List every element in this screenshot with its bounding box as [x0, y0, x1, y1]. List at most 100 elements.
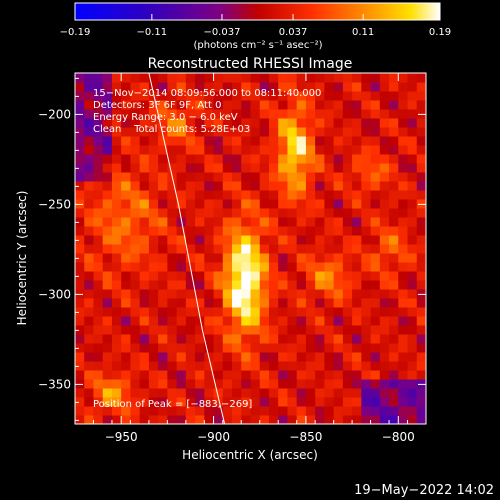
- heatmap-cell: [139, 154, 150, 164]
- heatmap-cell: [407, 154, 418, 164]
- heatmap-cell: [167, 109, 178, 119]
- heatmap-cell: [296, 181, 307, 191]
- heatmap-cell: [333, 181, 344, 191]
- heatmap-cell: [250, 109, 261, 119]
- solar-limb-curve: [148, 73, 226, 424]
- heatmap-cell: [222, 118, 233, 128]
- heatmap-cell: [176, 289, 187, 299]
- heatmap-cell: [176, 343, 187, 353]
- heatmap-cell: [305, 208, 316, 218]
- heatmap-cell: [287, 352, 298, 362]
- heatmap-cell: [278, 190, 288, 200]
- heatmap-cell: [416, 154, 426, 164]
- heatmap-cell: [278, 145, 288, 155]
- heatmap-cell: [287, 325, 298, 335]
- heatmap-cell: [407, 244, 418, 254]
- heatmap-cell: [287, 334, 298, 344]
- heatmap-cell: [250, 379, 261, 389]
- heatmap-cell: [324, 289, 335, 299]
- heatmap-cell: [93, 343, 104, 353]
- heatmap-cell: [361, 190, 372, 200]
- heatmap-cell: [278, 199, 288, 209]
- heatmap-cell: [379, 100, 390, 110]
- heatmap-cell: [93, 379, 104, 389]
- heatmap-cell: [111, 172, 122, 182]
- heatmap-cell: [287, 280, 298, 290]
- heatmap-cell: [204, 235, 215, 245]
- heatmap-cell: [232, 145, 242, 155]
- heatmap-cell: [121, 397, 131, 407]
- heatmap-cell: [111, 397, 122, 407]
- heatmap-cell: [342, 208, 353, 218]
- heatmap-cell: [176, 73, 187, 83]
- heatmap-cell: [167, 100, 178, 110]
- heatmap-cell: [195, 235, 205, 245]
- heatmap-cell: [278, 352, 288, 362]
- heatmap-cell: [241, 397, 251, 407]
- heatmap-cell: [296, 199, 307, 209]
- heatmap-cell: [259, 226, 270, 236]
- heatmap-cell: [389, 361, 399, 371]
- heatmap-cell: [195, 415, 205, 424]
- heatmap-cell: [102, 163, 113, 173]
- heatmap-cell: [185, 208, 196, 218]
- heatmap-cell: [305, 280, 316, 290]
- heatmap-cell: [130, 280, 141, 290]
- heatmap-cell: [185, 136, 196, 146]
- heatmap-cell: [111, 289, 122, 299]
- heatmap-cell: [158, 316, 168, 326]
- heatmap-cell: [204, 91, 215, 101]
- heatmap-cell: [176, 334, 187, 344]
- heatmap-cell: [195, 253, 205, 263]
- heatmap-cell: [416, 253, 426, 263]
- heatmap-cell: [333, 235, 344, 245]
- heatmap-cell: [93, 262, 104, 272]
- heatmap-cell: [370, 109, 381, 119]
- heatmap-cell: [102, 298, 113, 308]
- heatmap-cell: [268, 91, 279, 101]
- heatmap-cell: [379, 154, 390, 164]
- heatmap-cell: [416, 307, 426, 317]
- heatmap-cell: [111, 217, 122, 227]
- heatmap-cell: [121, 307, 131, 317]
- heatmap-cell: [102, 118, 113, 128]
- heatmap-cell: [241, 154, 251, 164]
- heatmap-cell: [111, 199, 122, 209]
- heatmap-cell: [361, 217, 372, 227]
- heatmap-cell: [250, 280, 261, 290]
- heatmap-cell: [278, 253, 288, 263]
- heatmap-cell: [167, 289, 178, 299]
- heatmap-cell: [121, 334, 131, 344]
- heatmap-cell: [102, 316, 113, 326]
- heatmap-cell: [379, 415, 390, 424]
- heatmap-cell: [176, 118, 187, 128]
- heatmap-cell: [130, 226, 141, 236]
- heatmap-cell: [296, 235, 307, 245]
- heatmap-cell: [379, 343, 390, 353]
- heatmap-cell: [296, 73, 307, 83]
- heatmap-cell: [213, 136, 224, 146]
- heatmap-cell: [259, 145, 270, 155]
- heatmap-cell: [139, 172, 150, 182]
- heatmap-cell: [389, 415, 399, 424]
- heatmap-cell: [176, 190, 187, 200]
- heatmap-cell: [185, 334, 196, 344]
- heatmap-cell: [195, 244, 205, 254]
- heatmap-cell: [102, 235, 113, 245]
- heatmap-cell: [93, 415, 104, 424]
- heatmap-cell: [268, 82, 279, 92]
- heatmap-cell: [278, 379, 288, 389]
- heatmap-cell: [250, 334, 261, 344]
- heatmap-cell: [287, 307, 298, 317]
- heatmap-cell: [232, 298, 242, 308]
- heatmap-cell: [130, 253, 141, 263]
- heatmap-cell: [407, 82, 418, 92]
- heatmap-cell: [139, 280, 150, 290]
- heatmap-cell: [268, 415, 279, 424]
- heatmap-cell: [204, 289, 215, 299]
- heatmap-cell: [352, 280, 362, 290]
- heatmap-cell: [342, 334, 353, 344]
- heatmap-cell: [84, 415, 94, 424]
- heatmap-cell: [305, 298, 316, 308]
- info-line-counts: Clean Total counts: 5.28E+03: [93, 124, 250, 135]
